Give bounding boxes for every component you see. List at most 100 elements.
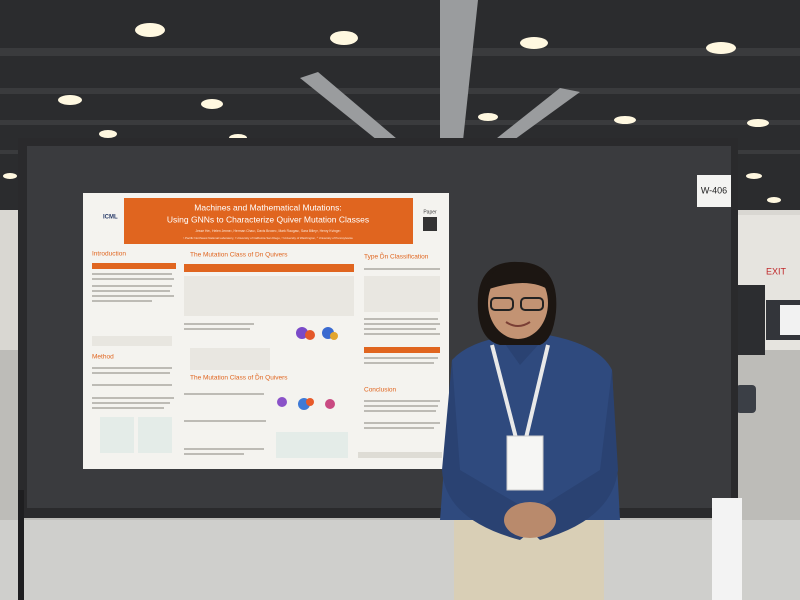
text-lines-part xyxy=(364,347,440,353)
person-part xyxy=(504,502,556,538)
ceiling-beams-part xyxy=(0,48,800,56)
text-lines-part xyxy=(92,397,174,399)
text-lines-part xyxy=(92,372,170,374)
text-lines xyxy=(92,263,176,346)
exit-sign: EXIT xyxy=(766,266,787,276)
plot-blobs-part xyxy=(330,332,338,340)
section-heading: The Mutation Class of Dn Quivers xyxy=(190,252,288,259)
person-part xyxy=(486,264,552,292)
text-lines-part xyxy=(92,367,172,369)
text-lines-part xyxy=(184,328,250,330)
ceiling-lights-part xyxy=(767,197,781,203)
text-lines-part xyxy=(364,400,440,402)
plot-blobs-part xyxy=(296,327,308,339)
text-lines-part xyxy=(184,323,254,325)
text-lines-part xyxy=(92,273,172,275)
section-heading: Conclusion xyxy=(364,387,397,394)
text-lines-part xyxy=(92,336,172,346)
text-lines-part xyxy=(364,405,438,407)
poster-logo: ICML xyxy=(103,215,118,221)
person-part xyxy=(520,297,544,311)
text-lines-part xyxy=(92,285,172,287)
text-lines-part xyxy=(184,420,266,422)
text-lines-part xyxy=(100,417,134,453)
text-lines xyxy=(364,268,440,364)
ceiling-lights-part xyxy=(99,130,117,138)
ceiling-lights-part xyxy=(520,37,548,49)
section-heading: Type D̃n Classification xyxy=(364,253,429,261)
steel-girders-part xyxy=(440,0,478,150)
ceiling-lights-part xyxy=(706,42,736,54)
background-boards-part xyxy=(780,305,800,335)
text-lines-part xyxy=(184,393,264,395)
text-lines-part xyxy=(92,290,170,292)
booth-number: W-406 xyxy=(701,185,727,195)
poster-title-banner xyxy=(124,198,413,244)
booth-sign-card xyxy=(697,175,731,207)
ceiling-lights-part xyxy=(746,173,762,179)
text-lines-part xyxy=(364,362,434,364)
person-part xyxy=(442,360,545,540)
text-lines-part xyxy=(92,263,176,269)
text-lines-part xyxy=(364,328,436,330)
ceiling-beams-part xyxy=(0,120,800,125)
person-part xyxy=(490,344,550,439)
text-lines-part xyxy=(364,318,438,320)
section-heading: Method xyxy=(92,354,114,361)
ceiling-lights-part xyxy=(747,119,769,127)
diagram-panel xyxy=(190,348,270,370)
text-lines-part xyxy=(92,300,152,302)
ceiling-lights-part xyxy=(614,116,636,124)
text-lines xyxy=(92,367,174,453)
paper-label: Paper xyxy=(423,209,437,215)
text-lines-part xyxy=(364,422,440,424)
poster-title: Machines and Mathematical Mutations: xyxy=(194,202,341,212)
ceiling-lights-part xyxy=(478,113,498,121)
poster-affiliations: ¹ Pacific Northwest National Laboratory,… xyxy=(183,236,353,240)
person xyxy=(440,261,620,600)
text-lines-part xyxy=(364,323,440,325)
plot-blobs-part xyxy=(305,330,315,340)
text-lines-part xyxy=(358,452,442,458)
person-part xyxy=(506,435,544,491)
text-lines-part xyxy=(92,407,164,409)
qr-code xyxy=(423,217,437,231)
background-boards xyxy=(735,285,800,413)
text-lines-part xyxy=(364,333,440,335)
background-boards-part xyxy=(735,285,765,355)
text-lines-part xyxy=(92,384,172,386)
steel-girders-part xyxy=(482,88,580,150)
plot-blobs-part xyxy=(325,399,335,409)
poster-subtitle: Using GNNs to Characterize Quiver Mutati… xyxy=(167,214,369,224)
standing-sign xyxy=(712,498,742,600)
board-leg xyxy=(18,490,24,600)
steel-girders-part xyxy=(300,72,410,152)
text-lines-part xyxy=(92,295,174,297)
ceiling-lights-part xyxy=(201,99,223,109)
plot-blobs-part xyxy=(306,398,314,406)
ceiling-beams-part xyxy=(0,88,800,94)
ceiling-lights-part xyxy=(135,23,165,37)
text-lines-part xyxy=(276,432,348,458)
section-bar xyxy=(184,264,354,272)
text-lines-part xyxy=(364,427,434,429)
text-lines-part xyxy=(92,278,174,280)
text-lines-part xyxy=(364,410,436,412)
text-lines-part xyxy=(364,268,440,270)
text-lines-part xyxy=(364,276,440,312)
plot-blobs-part xyxy=(277,397,287,407)
poster-authors: Jesse He¹, Helen Jenne¹, Herman Chau², D… xyxy=(195,229,341,233)
ceiling-lights-part xyxy=(330,31,358,45)
floor-foreground xyxy=(0,520,800,600)
steel-girders xyxy=(300,0,580,152)
plot-blobs xyxy=(277,327,338,410)
text-lines-part xyxy=(138,417,172,453)
text-lines xyxy=(184,323,348,458)
ceiling-lights-part xyxy=(58,95,82,105)
section-heading: The Mutation Class of D̃n Quivers xyxy=(190,374,288,382)
person-part xyxy=(490,297,514,311)
section-heading: Introduction xyxy=(92,251,126,258)
person-part xyxy=(520,370,618,540)
